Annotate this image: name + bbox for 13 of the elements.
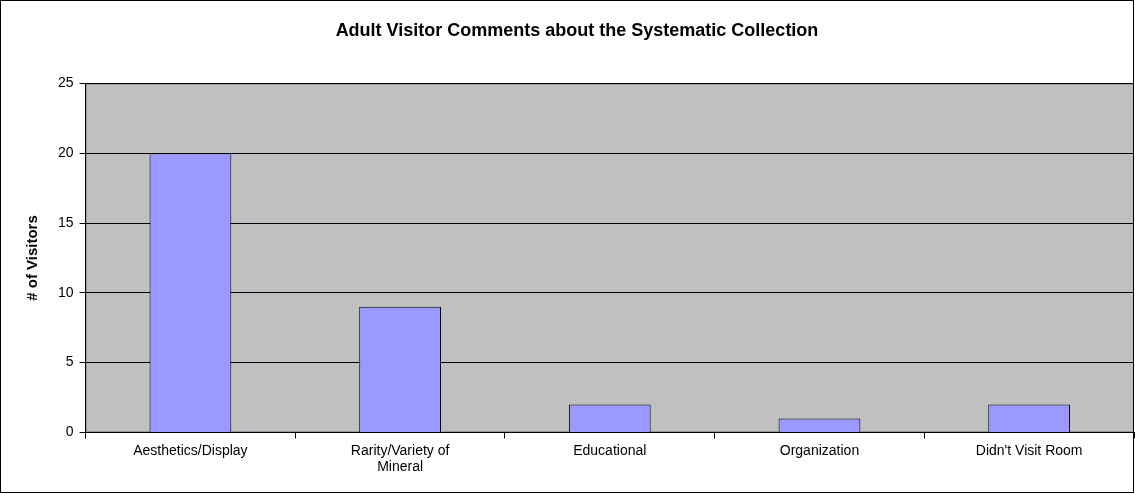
x-tick-label: Educational <box>573 441 647 458</box>
y-tick-label: 25 <box>57 74 74 91</box>
y-tick-label: 10 <box>57 283 74 300</box>
y-tick-label: 15 <box>57 213 74 230</box>
y-axis-title: # of Visitors <box>23 215 41 301</box>
y-tick-label: 20 <box>57 144 74 161</box>
x-tick-label: Didn't Visit Room <box>975 441 1083 458</box>
x-tick-label: Rarity/Variety of Mineral <box>350 441 450 475</box>
y-tick-label: 5 <box>65 353 74 370</box>
chart-title: Adult Visitor Comments about the Systematic Collection <box>335 19 819 40</box>
y-tick-label: 0 <box>65 423 74 440</box>
x-tick-label: Organization <box>779 441 860 458</box>
x-tick-label: Aesthetics/Display <box>133 441 248 458</box>
